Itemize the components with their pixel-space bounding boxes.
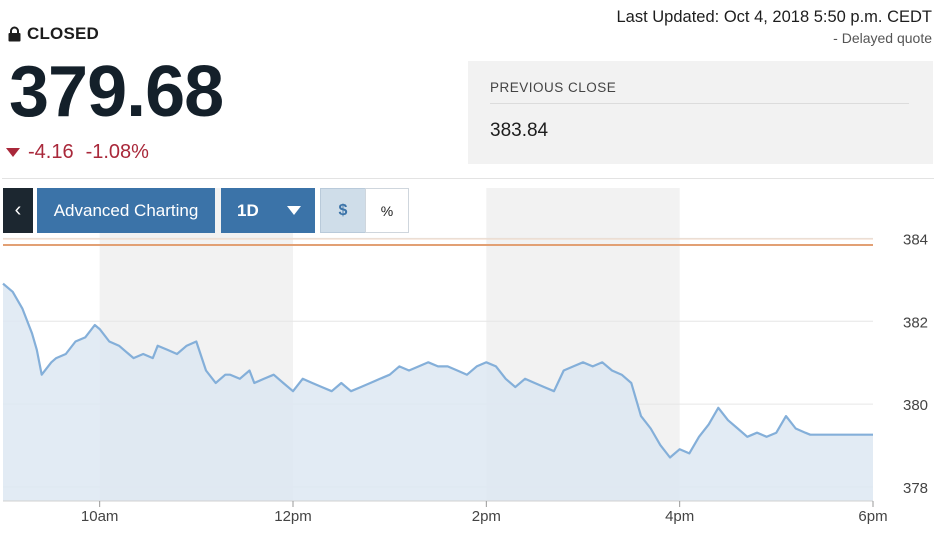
dollar-toggle[interactable]: $	[320, 188, 366, 233]
last-updated-text: Last Updated: Oct 4, 2018 5:50 p.m. CEDT	[616, 8, 933, 26]
price-change: -4.16 -1.08%	[6, 141, 149, 164]
y-tick-label: 384	[903, 231, 928, 248]
percent-toggle[interactable]: %	[365, 188, 409, 233]
previous-close-label: PREVIOUS CLOSE	[490, 80, 617, 95]
price-area	[3, 283, 873, 501]
last-updated: Last Updated: Oct 4, 2018 5:50 p.m. CEDT…	[617, 8, 933, 46]
status-label: CLOSED	[27, 24, 100, 43]
down-arrow-icon	[6, 148, 20, 157]
lock-icon	[8, 26, 21, 42]
previous-close-panel: PREVIOUS CLOSE 383.84	[468, 61, 933, 164]
x-tick-label: 10am	[81, 508, 119, 525]
divider	[2, 178, 934, 179]
chevron-down-icon	[287, 206, 301, 215]
collapse-button[interactable]: ‹	[3, 188, 33, 233]
x-tick-label: 12pm	[274, 508, 312, 525]
divider	[490, 103, 909, 104]
last-price: 379.68	[9, 52, 224, 132]
period-dropdown[interactable]: 1D	[221, 188, 315, 233]
y-tick-label: 380	[903, 397, 928, 414]
market-status: CLOSED	[8, 24, 99, 44]
change-percent: -1.08%	[85, 141, 149, 163]
x-tick-label: 6pm	[858, 508, 887, 525]
previous-close-value: 383.84	[490, 120, 549, 141]
change-value: -4.16	[28, 141, 74, 163]
y-tick-label: 382	[903, 314, 928, 331]
x-tick-label: 4pm	[665, 508, 694, 525]
period-label: 1D	[237, 201, 259, 220]
price-line	[2, 282, 873, 459]
delayed-quote-note: - Delayed quote	[833, 30, 932, 46]
y-tick-label: 378	[903, 480, 928, 497]
advanced-charting-button[interactable]: Advanced Charting	[37, 188, 215, 233]
x-tick-label: 2pm	[472, 508, 501, 525]
